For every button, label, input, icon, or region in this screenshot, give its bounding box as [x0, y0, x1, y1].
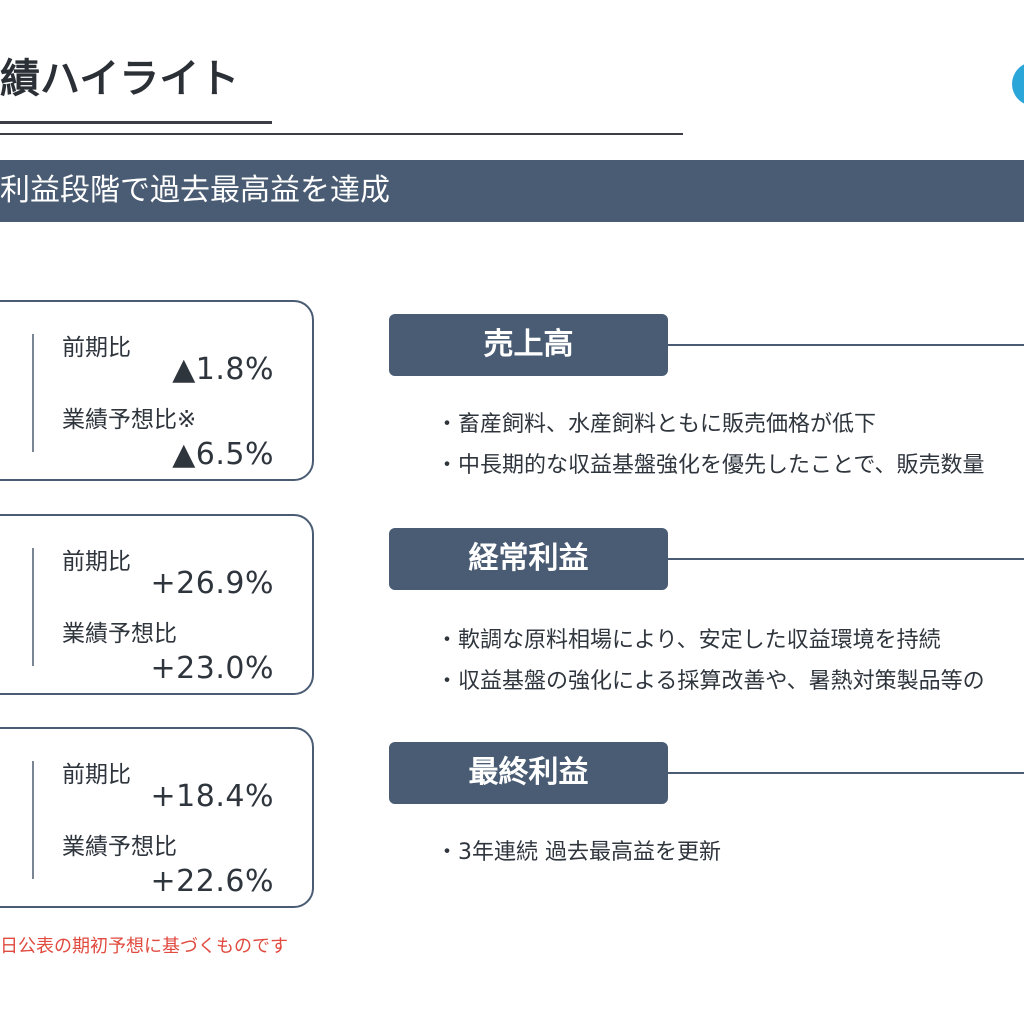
forecast-label: 業績予想比※	[62, 407, 197, 433]
footnote: 日公表の期初予想に基づくものです	[0, 936, 288, 957]
bullet-item: ・収益基盤の強化による採算改善や、暑熱対策製品等の	[436, 669, 985, 694]
section-title-ordinary-profit: 経常利益	[389, 528, 668, 590]
bullet-item: ・中長期的な収益基盤強化を優先したことで、販売数量	[436, 453, 985, 478]
card-divider	[32, 761, 34, 879]
section-title-net-profit: 最終利益	[389, 742, 668, 804]
yoy-label: 前期比	[62, 549, 131, 575]
bullet-item: ・3年連続 過去最高益を更新	[436, 840, 721, 865]
section-rule	[668, 344, 1024, 346]
highlight-banner: 利益段階で過去最高益を達成	[0, 160, 1024, 222]
card-divider	[32, 548, 34, 666]
metric-card-ordinary-profit: 前期比 +26.9% 業績予想比 +23.0%	[0, 514, 314, 695]
bullet-item: ・畜産飼料、水産飼料ともに販売価格が低下	[436, 412, 877, 437]
forecast-label: 業績予想比	[62, 621, 177, 647]
yoy-value: +18.4%	[150, 779, 274, 814]
yoy-label: 前期比	[62, 335, 131, 361]
yoy-value: ▲1.8%	[172, 352, 274, 387]
metric-card-net-profit: 前期比 +18.4% 業績予想比 +22.6%	[0, 727, 314, 908]
section-rule	[668, 772, 1024, 774]
section-title-sales: 売上高	[389, 314, 668, 376]
metric-card-sales: 前期比 ▲1.8% 業績予想比※ ▲6.5%	[0, 300, 314, 481]
card-divider	[32, 334, 34, 452]
bullet-item: ・軟調な原料相場により、安定した収益環境を持続	[436, 628, 941, 653]
yoy-value: +26.9%	[150, 566, 274, 601]
title-underline-thick	[0, 121, 272, 124]
forecast-value: ▲6.5%	[172, 437, 274, 472]
forecast-label: 業績予想比	[62, 834, 177, 860]
section-rule	[668, 558, 1024, 560]
logo-icon	[1012, 62, 1024, 106]
forecast-value: +23.0%	[150, 651, 274, 686]
title-underline-thin	[0, 133, 683, 135]
forecast-value: +22.6%	[150, 864, 274, 899]
yoy-label: 前期比	[62, 762, 131, 788]
page-title: 績ハイライト	[0, 56, 240, 102]
